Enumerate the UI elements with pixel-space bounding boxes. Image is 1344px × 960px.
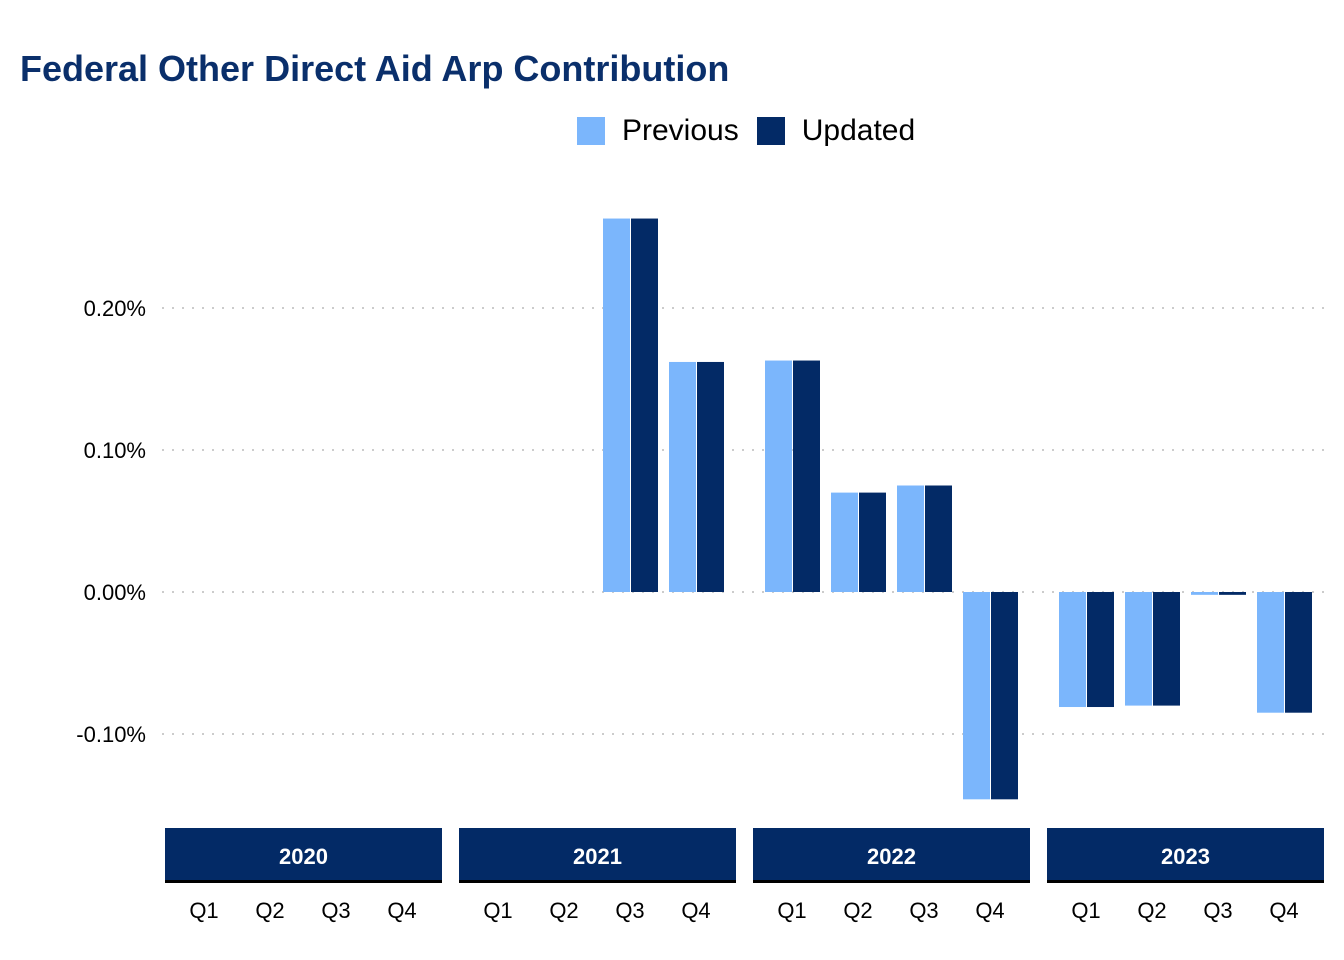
legend-item-updated: Updated: [756, 114, 916, 148]
legend-label-previous: Previous: [622, 114, 739, 147]
x-tick-label: Q4: [975, 898, 1004, 923]
legend-swatch-previous: [577, 117, 605, 145]
facet-strip-label: 2021: [573, 844, 622, 869]
x-tick-label: Q1: [189, 898, 218, 923]
x-tick-label: Q3: [615, 898, 644, 923]
x-tick-label: Q4: [1269, 898, 1298, 923]
legend: Previous Updated: [577, 114, 933, 148]
y-tick-label: -0.10%: [76, 722, 146, 747]
facet-strip: [753, 828, 1030, 881]
x-tick-label: Q2: [843, 898, 872, 923]
bar-previous: [1257, 592, 1284, 713]
x-tick-label: Q2: [549, 898, 578, 923]
bar-previous: [765, 360, 792, 592]
bar-previous: [669, 361, 696, 592]
bar-updated: [697, 361, 724, 592]
bar-previous: [603, 218, 630, 593]
facet-strip-label: 2020: [279, 844, 328, 869]
facet-strip-label: 2022: [867, 844, 916, 869]
x-tick-label: Q2: [255, 898, 284, 923]
x-tick-label: Q1: [483, 898, 512, 923]
facet-strip-label: 2023: [1161, 844, 1210, 869]
bar-updated: [1285, 592, 1312, 713]
bar-previous: [897, 485, 924, 592]
legend-label-updated: Updated: [801, 114, 916, 147]
x-tick-label: Q1: [1071, 898, 1100, 923]
y-tick-label: 0.10%: [84, 438, 146, 463]
bar-previous: [963, 592, 990, 800]
bar-updated: [1087, 592, 1114, 708]
bar-previous: [1191, 592, 1218, 595]
legend-swatch-updated: [756, 117, 785, 145]
x-tick-label: Q3: [1203, 898, 1232, 923]
bar-updated: [1153, 592, 1180, 706]
facet-strip: [1047, 828, 1324, 881]
x-tick-label: Q3: [909, 898, 938, 923]
bar-updated: [793, 360, 820, 592]
y-tick-label: 0.00%: [84, 580, 146, 605]
y-tick-label: 0.20%: [84, 296, 146, 321]
facet-strip: [459, 828, 736, 881]
bar-updated: [631, 218, 658, 593]
bar-previous: [831, 492, 858, 592]
x-tick-label: Q2: [1137, 898, 1166, 923]
legend-item-previous: Previous: [577, 114, 739, 148]
x-tick-label: Q4: [681, 898, 710, 923]
x-tick-label: Q3: [321, 898, 350, 923]
bar-previous: [1059, 592, 1086, 708]
x-tick-label: Q1: [777, 898, 806, 923]
x-tick-label: Q4: [387, 898, 416, 923]
bar-previous: [1125, 592, 1152, 706]
bar-updated: [1219, 592, 1246, 595]
bar-updated: [991, 592, 1018, 800]
chart-title: Federal Other Direct Aid Arp Contributio…: [20, 48, 730, 89]
bar-updated: [925, 485, 952, 592]
bar-updated: [859, 492, 886, 592]
facet-strip: [165, 828, 442, 881]
